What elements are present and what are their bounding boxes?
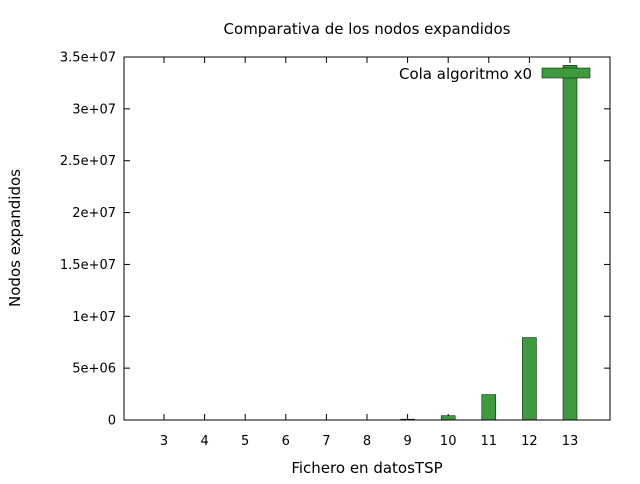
x-tick-label: 11 bbox=[481, 434, 498, 449]
x-tick-label: 4 bbox=[200, 434, 208, 449]
y-tick-label: 5e+06 bbox=[72, 362, 116, 377]
bar bbox=[481, 394, 497, 421]
x-tick-label: 3 bbox=[160, 434, 168, 449]
x-tick-label: 8 bbox=[363, 434, 371, 449]
y-tick-label: 3e+07 bbox=[72, 102, 116, 117]
chart-title: Comparativa de los nodos expandidos bbox=[224, 20, 511, 38]
x-tick-label: 13 bbox=[562, 434, 579, 449]
bar bbox=[440, 415, 456, 421]
bar bbox=[522, 337, 537, 421]
x-tick-label: 9 bbox=[403, 434, 411, 449]
bar bbox=[562, 65, 578, 421]
legend-label: Cola algoritmo x0 bbox=[399, 65, 532, 83]
legend-swatch bbox=[541, 67, 591, 79]
y-axis-label: Nodos expandidos bbox=[6, 169, 24, 307]
x-tick-label: 5 bbox=[241, 434, 249, 449]
y-tick-label: 1.5e+07 bbox=[60, 258, 116, 273]
y-tick-label: 0 bbox=[108, 414, 116, 429]
x-tick-label: 12 bbox=[521, 434, 538, 449]
x-tick-label: 7 bbox=[322, 434, 330, 449]
y-tick-label: 1e+07 bbox=[72, 310, 116, 325]
x-tick-label: 10 bbox=[440, 434, 457, 449]
x-axis-label: Fichero en datosTSP bbox=[291, 459, 442, 477]
y-tick-label: 2.5e+07 bbox=[60, 154, 116, 169]
plot-frame bbox=[123, 56, 611, 421]
x-tick-label: 6 bbox=[282, 434, 290, 449]
y-tick-label: 3.5e+07 bbox=[60, 51, 116, 66]
plot-area: 0 5e+06 1e+07 1.5e+07 2e+07 2.5e+07 3e+07 3.5e+… bbox=[60, 51, 610, 449]
y-tick-label: 2e+07 bbox=[72, 206, 116, 221]
legend: Cola algoritmo x0 bbox=[399, 65, 591, 83]
